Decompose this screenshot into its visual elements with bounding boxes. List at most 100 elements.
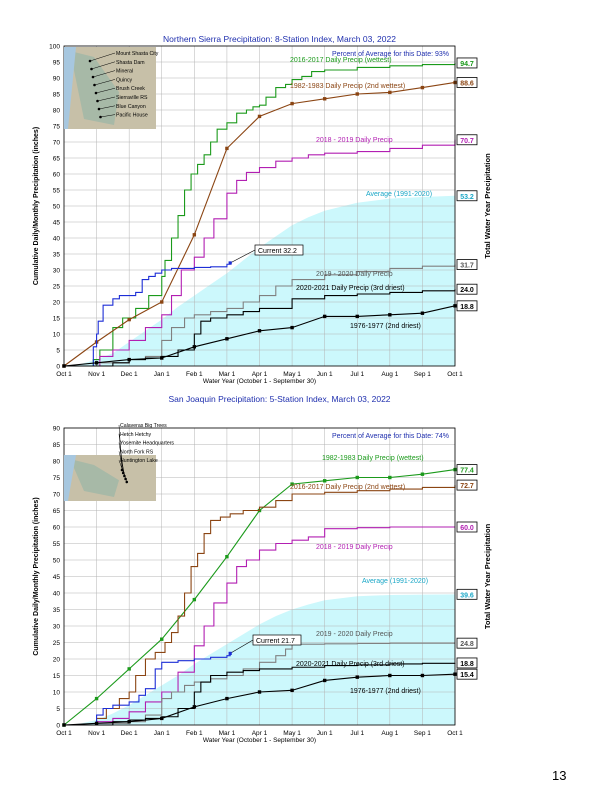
series-marker <box>290 325 294 330</box>
station-label: North Fork RS <box>120 449 154 455</box>
x-tick-label: Oct 1 <box>447 730 463 737</box>
y-tick-label: 5 <box>56 348 60 355</box>
station-label: Shasta Dam <box>116 60 145 66</box>
series-label: 1976-1977 (2nd driest) <box>350 688 421 695</box>
y-tick-label: 15 <box>53 673 61 680</box>
y-tick-label: 20 <box>53 657 61 664</box>
y-axis-label: Cumulative Daily/Monthly Precipitation (… <box>33 497 40 655</box>
x-tick-label: Nov 1 <box>88 371 105 378</box>
station-label: Calaveras Big Trees <box>120 423 167 429</box>
y-tick-label: 70 <box>53 492 61 499</box>
y-tick-label: 80 <box>53 459 61 466</box>
y-tick-label: 90 <box>53 76 61 83</box>
x-tick-label: Mar 1 <box>219 371 236 378</box>
end-value-box <box>456 283 478 295</box>
series-marker <box>257 690 262 694</box>
series-marker <box>192 705 197 709</box>
series-marker <box>322 479 327 483</box>
inset-map-valley <box>70 51 119 125</box>
plot-frame <box>63 427 456 726</box>
station-leader <box>98 105 116 110</box>
x-tick-label: May 1 <box>283 730 301 737</box>
x-axis-label: Water Year (October 1 - September 30) <box>203 378 316 385</box>
series-label: 2016-2017 Daily Precip (wettest) <box>290 57 392 64</box>
y-tick-label: 0 <box>56 723 60 730</box>
end-value-label: 39.6 <box>460 592 474 599</box>
series-line <box>64 262 231 367</box>
station-label: Quincy <box>116 77 133 83</box>
current-label: Current 32.2 <box>258 248 297 255</box>
end-value-label: 94.7 <box>460 61 474 68</box>
y-tick-label: 45 <box>53 574 61 581</box>
x-tick-label: May 1 <box>283 371 301 378</box>
y-tick-label: 60 <box>53 525 61 532</box>
station-label: Hetch Hetchy <box>120 432 152 438</box>
end-value-box <box>456 588 478 600</box>
chart-title: San Joaquin Precipitation: 5-Station Ind… <box>168 394 390 404</box>
y-tick-label: 40 <box>53 236 61 243</box>
x-tick-label: Mar 1 <box>219 730 236 737</box>
station-leader <box>94 79 116 86</box>
series-marker <box>225 146 229 151</box>
y-tick-label: 85 <box>53 92 61 99</box>
series-marker <box>94 361 99 365</box>
series-marker <box>160 637 164 641</box>
x-tick-label: Apr 1 <box>252 730 268 737</box>
station-leader <box>95 87 116 94</box>
percent-of-average: Percent of Average for this Date: 93% <box>332 51 449 58</box>
end-value-box <box>456 57 478 69</box>
end-value-box <box>456 464 478 475</box>
y-tick-label: 65 <box>53 156 61 163</box>
series-line <box>64 485 456 726</box>
x-tick-label: Oct 1 <box>447 371 463 378</box>
series-marker <box>225 555 229 559</box>
y-tick-label: 95 <box>53 60 61 67</box>
y-tick-label: 85 <box>53 442 61 449</box>
series-marker <box>420 311 425 315</box>
x-tick-label: Jan 1 <box>154 371 170 378</box>
series-marker <box>355 314 359 319</box>
y-tick-label: 10 <box>53 332 61 339</box>
series-label: 2019 - 2020 Daily Precip <box>316 631 393 638</box>
end-value-box <box>456 300 478 312</box>
series-label: Average (1991-2020) <box>362 578 428 585</box>
current-leader <box>230 639 254 654</box>
y-tick-label: 20 <box>53 300 61 307</box>
station-leader <box>91 61 116 70</box>
end-value-box <box>456 657 478 669</box>
series-label: 2018 - 2019 Daily Precip <box>316 544 393 551</box>
y-tick-label: 75 <box>53 475 61 482</box>
end-value-box <box>456 134 478 146</box>
y-tick-label: 70 <box>53 140 61 147</box>
y-tick-label: 15 <box>53 316 61 323</box>
y-tick-label: 55 <box>53 541 61 548</box>
series-line <box>64 139 456 367</box>
y-tick-label: 65 <box>53 508 61 515</box>
series-marker <box>355 675 359 679</box>
x-tick-label: Sep 1 <box>414 730 431 737</box>
end-value-box <box>456 190 478 202</box>
station-label: Huntington Lake <box>120 458 158 464</box>
series-marker <box>127 720 131 724</box>
x-tick-label: Aug 1 <box>381 371 398 378</box>
y-tick-label: 35 <box>53 607 61 614</box>
x-tick-label: Apr 1 <box>252 371 268 378</box>
station-label: Mount Shasta City <box>116 51 159 57</box>
series-line <box>64 662 456 726</box>
x-tick-label: Jul 1 <box>350 730 364 737</box>
series-label: 1982-1983 Daily Precip (wettest) <box>322 455 424 462</box>
series-marker <box>355 475 359 480</box>
series-label: Average (1991-2020) <box>366 191 432 198</box>
series-label: 1982-1983 Daily Precip (2nd wettest) <box>290 83 405 90</box>
x-tick-label: Aug 1 <box>381 730 398 737</box>
series-marker <box>420 85 425 90</box>
series-marker <box>290 482 294 486</box>
end-value-label: 18.8 <box>460 661 474 668</box>
end-value-box <box>456 259 478 270</box>
station-label: Mineral <box>116 69 133 75</box>
series-marker <box>388 475 392 480</box>
y2-axis-label: Total Water Year Precipitation <box>483 523 492 629</box>
series-marker <box>388 673 392 678</box>
x-tick-label: Nov 1 <box>88 730 105 737</box>
series-line <box>64 653 231 726</box>
